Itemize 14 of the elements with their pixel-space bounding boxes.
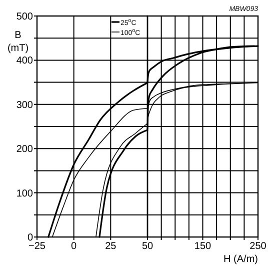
- x-tick-label: 50: [142, 241, 154, 252]
- y-axis-title: B (mT): [7, 30, 29, 54]
- x-tick-label: −25: [28, 241, 46, 252]
- x-tick-label: 25: [105, 241, 117, 252]
- y-tick-label: 500: [16, 12, 34, 22]
- x-tick-label: 250: [250, 241, 267, 252]
- x-tick-label: 150: [194, 241, 212, 252]
- y-tick-label: 0: [27, 232, 34, 244]
- x-axis-title: H (A/m): [224, 254, 258, 265]
- y-tick-label: 100: [16, 188, 34, 200]
- y-tick-label: 400: [16, 56, 34, 67]
- y-tick-label: 300: [16, 100, 34, 111]
- y-tick-label: 200: [16, 144, 34, 156]
- x-tick-label: 0: [71, 241, 78, 252]
